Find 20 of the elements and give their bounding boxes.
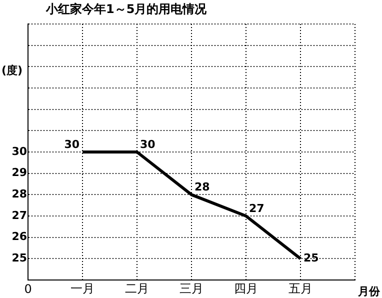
x-tick-label: 二月 xyxy=(125,281,149,296)
x-tick-label: 五月 xyxy=(288,281,312,296)
data-label: 27 xyxy=(249,202,264,215)
y-tick-label: 25 xyxy=(12,252,27,265)
data-label: 30 xyxy=(140,138,156,151)
x-tick-label: 三月 xyxy=(180,281,204,296)
x-axis-title: 月份 xyxy=(357,284,381,298)
x-tick-label: 一月 xyxy=(70,281,94,296)
y-tick-label: 28 xyxy=(12,188,27,201)
y-tick-label: 26 xyxy=(12,230,28,244)
chart-title: 小红家今年1～5月的用电情况 xyxy=(45,2,208,16)
y-tick-label: 27 xyxy=(12,208,27,222)
data-label: 28 xyxy=(194,180,210,194)
y-tick-label: 30 xyxy=(12,144,28,158)
y-tick-label: 29 xyxy=(12,166,27,180)
text: 0 xyxy=(24,282,32,296)
data-label: 25 xyxy=(304,252,319,265)
x-tick-label: 四月 xyxy=(234,281,258,296)
y-axis-title: (度) xyxy=(1,64,23,77)
data-label: 30 xyxy=(64,138,80,151)
